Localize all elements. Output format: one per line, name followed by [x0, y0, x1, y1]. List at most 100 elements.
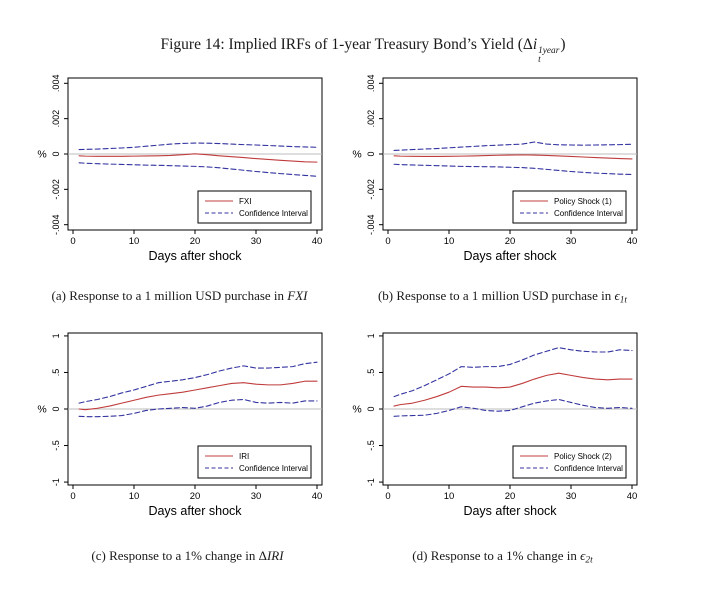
- figure-title: Figure 14: Implied IRFs of 1-year Treasu…: [0, 36, 726, 65]
- y-axis-title: %: [352, 149, 361, 161]
- y-tick-label: .004: [366, 75, 376, 93]
- legend-label: Confidence Interval: [554, 209, 623, 218]
- legend-label: IRI: [239, 452, 249, 461]
- figure-title-scripts: 1year t: [538, 47, 559, 65]
- caption-c-math-pre: Δ: [258, 548, 267, 563]
- y-tick-label: 1: [51, 333, 61, 338]
- x-axis-title: Days after shock: [148, 249, 242, 263]
- caption-b-math-sub: 1t: [619, 295, 628, 306]
- y-tick-label: .5: [366, 369, 376, 377]
- x-tick-label: 30: [566, 236, 577, 247]
- caption-a-label: (a): [51, 288, 66, 303]
- x-tick-label: 40: [627, 236, 638, 247]
- y-axis-title: %: [37, 149, 46, 161]
- x-axis-title: Days after shock: [463, 504, 557, 518]
- x-tick-label: 0: [70, 236, 75, 247]
- series-ci-lower: [78, 162, 318, 177]
- caption-d-label: (d): [412, 548, 428, 563]
- caption-d-math: ϵ: [580, 548, 586, 563]
- y-tick-label: .002: [51, 110, 61, 128]
- legend-label: Confidence Interval: [239, 464, 308, 473]
- irf-chart-c: -1-.50.510 10 20 30 40%Days after shockIRICo…: [37, 332, 323, 518]
- x-tick-label: 10: [444, 236, 455, 247]
- irf-chart-b: -.004 -.002 0 .002 .004 0 10 20 30 40% Days after …: [352, 75, 638, 263]
- figure-title-suffix: ): [560, 36, 566, 53]
- caption-c-label: (c): [91, 548, 106, 563]
- y-tick-label: -.5: [366, 440, 376, 451]
- x-tick-label: 30: [251, 491, 262, 502]
- series-ci-lower: [393, 163, 633, 176]
- legend-box: [197, 190, 312, 224]
- y-tick-label: 0: [366, 406, 376, 411]
- series-response: [78, 153, 318, 163]
- legend-box: [512, 190, 627, 224]
- irf-chart-d: -1-.50.510 10 20 30 40%Days after shockPolic…: [352, 332, 638, 518]
- x-tick-label: 10: [444, 491, 455, 502]
- x-tick-label: 40: [312, 236, 323, 247]
- y-tick-label: -.5: [51, 440, 61, 451]
- y-tick-label: -.004: [366, 214, 376, 235]
- series-ci-lower: [78, 398, 318, 418]
- x-tick-label: 20: [505, 236, 516, 247]
- caption-b-label: (b): [377, 288, 394, 303]
- x-tick-label: 40: [627, 491, 638, 502]
- legend-label: FXI: [239, 197, 251, 206]
- irf-panel-a: -.004 -.002 0 .002 .004 0 10 20 30 40% Days after …: [30, 70, 345, 266]
- x-axis-title: Days after shock: [463, 249, 557, 263]
- x-tick-label: 0: [70, 491, 75, 502]
- x-tick-label: 10: [129, 236, 140, 247]
- irf-panel-c: -1 -.5 0.5 1 0 10 20 30 40% Days after shock IRI Co…: [30, 325, 345, 521]
- x-tick-label: 40: [312, 491, 323, 502]
- x-tick-label: 20: [190, 236, 201, 247]
- y-tick-label: -.002: [51, 179, 61, 200]
- x-tick-label: 30: [251, 236, 262, 247]
- irf-panel-d: -1 -.5 0.5 1 0 10 20 30 40% Days after shock Polic…: [345, 325, 660, 521]
- y-axis-title: %: [37, 404, 46, 416]
- irf-panel-b: -.004 -.002 0 .002 .004 0 10 20 30 40% Days after …: [345, 70, 660, 266]
- irf-chart-a: -.004 -.002 0 .002 .004 0 10 20 30 40% Days after …: [37, 75, 323, 263]
- legend-box: [197, 445, 312, 479]
- series-ci-lower: [393, 398, 633, 417]
- caption-a-text: Response to a 1 million USD purchase in: [69, 288, 288, 303]
- caption-d: (d) Response to a 1% change in ϵ2t: [345, 548, 660, 565]
- x-tick-label: 0: [385, 236, 390, 247]
- x-tick-label: 30: [566, 491, 577, 502]
- caption-b-text: Response to a 1 million USD purchase in: [396, 288, 615, 303]
- caption-b: (b) Response to a 1 million USD purchase…: [345, 288, 660, 305]
- y-tick-label: 1: [366, 333, 376, 338]
- series-ci-upper: [78, 142, 318, 151]
- y-tick-label: .5: [51, 369, 61, 377]
- y-tick-label: -.002: [366, 179, 376, 200]
- legend-label: Confidence Interval: [239, 209, 308, 218]
- legend-label: Policy Shock (1): [554, 197, 612, 206]
- figure-title-text: Figure 14: Implied IRFs of 1-year Treasu…: [160, 36, 533, 53]
- caption-a: (a) Response to a 1 million USD purchase…: [22, 288, 337, 305]
- figure-title-subscript: t: [538, 55, 541, 65]
- y-tick-label: -1: [366, 478, 376, 486]
- figure-title-superscript: 1year: [538, 46, 560, 57]
- x-tick-label: 0: [385, 491, 390, 502]
- caption-c-math: IRI: [266, 548, 284, 563]
- y-tick-label: -.004: [51, 214, 61, 235]
- series-response: [393, 154, 633, 160]
- legend-box: [512, 445, 627, 479]
- x-tick-label: 20: [505, 491, 516, 502]
- x-axis-title: Days after shock: [148, 504, 242, 518]
- series-response: [393, 372, 633, 407]
- y-axis-title: %: [352, 404, 361, 416]
- x-tick-label: 20: [190, 491, 201, 502]
- series-ci-upper: [393, 347, 633, 398]
- x-tick-label: 10: [129, 491, 140, 502]
- caption-d-math-sub: 2t: [585, 555, 593, 566]
- series-ci-upper: [78, 361, 318, 404]
- series-ci-upper: [393, 141, 633, 152]
- caption-d-text: Response to a 1% change in: [430, 548, 581, 563]
- figure-title-var: i: [532, 36, 538, 53]
- caption-c: (c) Response to a 1% change in ΔIRI: [30, 548, 345, 565]
- legend-label: Policy Shock (2): [554, 452, 612, 461]
- y-tick-label: .004: [51, 75, 61, 93]
- caption-c-text: Response to a 1% change in: [109, 548, 259, 563]
- y-tick-label: 0: [366, 151, 376, 156]
- caption-a-math: FXI: [287, 288, 308, 303]
